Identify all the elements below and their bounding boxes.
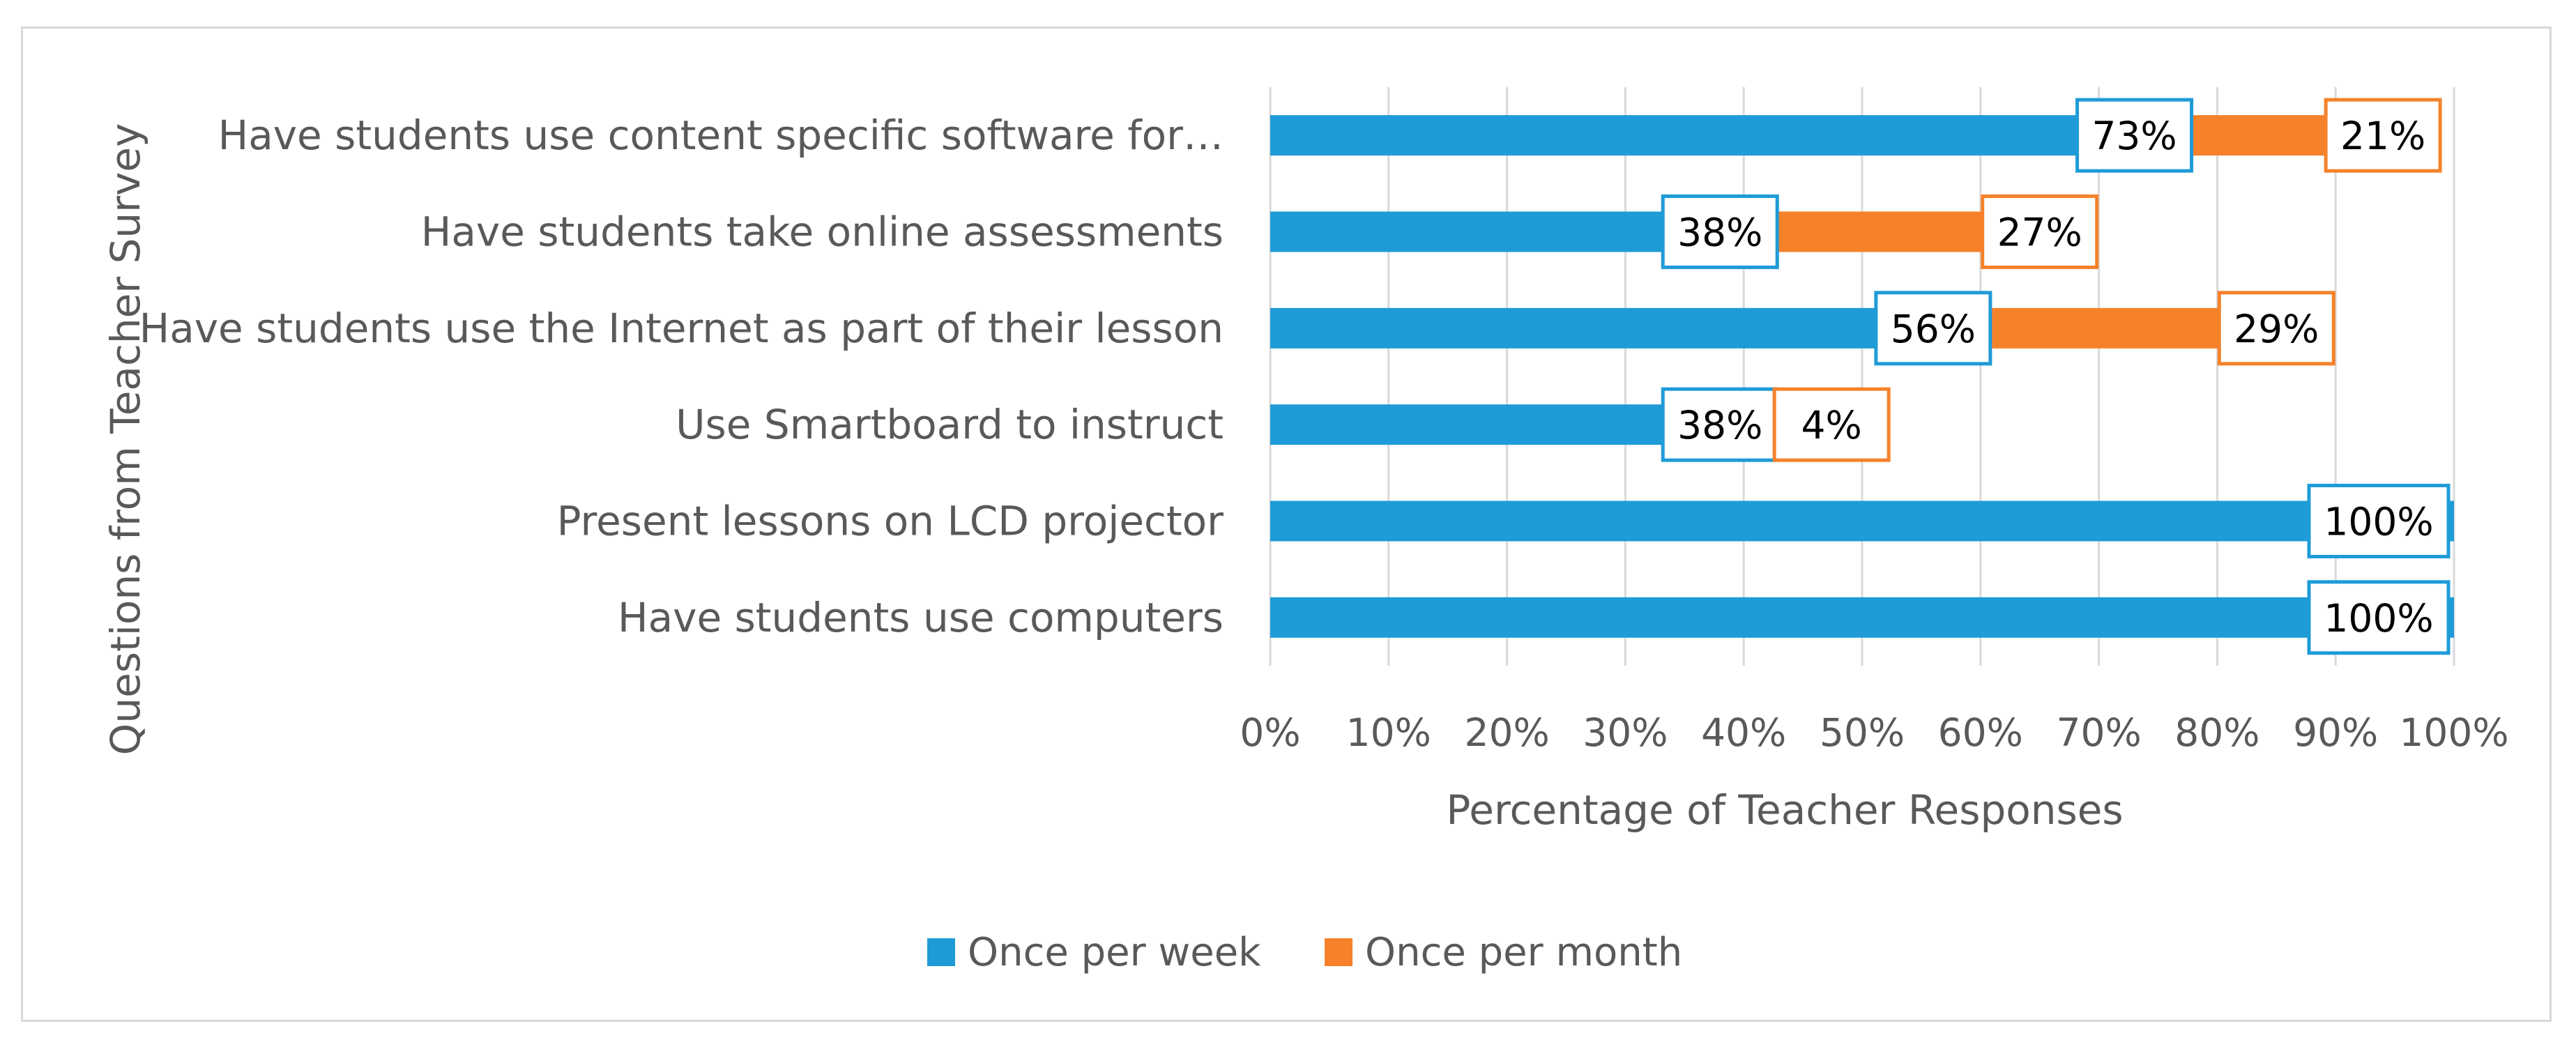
- data-label-text: 29%: [2234, 307, 2319, 351]
- x-tick-label: 10%: [1346, 710, 1431, 755]
- data-label-once-per-month-3: 4%: [1772, 387, 1891, 462]
- legend: Once per week Once per month: [927, 930, 1682, 975]
- data-label-text: 38%: [1677, 403, 1762, 448]
- data-labels: 73% 21% 38% 27% 56% 29% 38% 4% 100% 100%: [1661, 98, 2451, 655]
- data-label-box: [1874, 291, 1992, 366]
- data-label-box: [2217, 291, 2335, 366]
- x-axis-title: Percentage of Teacher Responses: [1446, 786, 2123, 834]
- legend-label-once-per-month: Once per month: [1365, 930, 1682, 975]
- data-label-once-per-week-2: 56%: [1874, 291, 1992, 366]
- legend-label-once-per-week: Once per week: [968, 930, 1261, 975]
- x-tick-label: 60%: [1938, 710, 2023, 755]
- bar-once-per-week-2: [1270, 307, 1933, 349]
- data-label-text: 27%: [1997, 211, 2082, 255]
- legend-swatch-once-per-month: [1325, 938, 1352, 966]
- category-label: Present lessons on LCD projector: [557, 498, 1224, 545]
- data-label-once-per-week-1: 38%: [1661, 194, 1779, 269]
- data-label-text: 73%: [2091, 114, 2177, 158]
- data-label-once-per-week-4: 100%: [2307, 484, 2451, 558]
- data-label-text: 4%: [1801, 403, 1862, 448]
- x-tick-label: 100%: [2399, 710, 2508, 755]
- x-tick-labels: 0% 10% 20% 30% 40% 50% 60% 70% 80% 90% 100%: [1240, 710, 2508, 755]
- data-label-box: [2307, 484, 2451, 558]
- x-tick-label: 80%: [2174, 710, 2259, 755]
- data-label-once-per-month-0: 21%: [2324, 98, 2442, 173]
- data-label-once-per-week-5: 100%: [2307, 580, 2451, 655]
- data-label-box: [2075, 98, 2194, 173]
- x-tick-label: 40%: [1701, 710, 1786, 755]
- data-label-box: [1772, 387, 1891, 462]
- data-label-text: 38%: [1677, 211, 1762, 255]
- category-label: Use Smartboard to instruct: [676, 401, 1224, 448]
- x-tick-label: 70%: [2056, 710, 2141, 755]
- data-label-text: 100%: [2324, 596, 2433, 641]
- data-label-box: [2307, 580, 2451, 655]
- data-label-box: [1981, 194, 2099, 269]
- data-label-box: [1661, 194, 1779, 269]
- data-label-once-per-month-1: 27%: [1981, 194, 2099, 269]
- data-label-once-per-month-2: 29%: [2217, 291, 2335, 366]
- data-label-once-per-week-0: 73%: [2075, 98, 2194, 173]
- bar-once-per-week-4: [1270, 500, 2454, 542]
- x-tick-label: 30%: [1583, 710, 1668, 755]
- x-tick-label: 20%: [1464, 710, 1549, 755]
- data-label-text: 21%: [2340, 114, 2425, 158]
- category-label: Have students use the Internet as part o…: [139, 305, 1224, 352]
- legend-swatch-once-per-week: [927, 938, 955, 966]
- y-axis-title: Questions from Teacher Survey: [102, 123, 149, 756]
- category-labels: Have students use content specific softw…: [139, 112, 1224, 641]
- bar-once-per-week-1: [1270, 211, 1721, 252]
- gridlines: [1269, 87, 2455, 666]
- data-label-once-per-week-3: 38%: [1661, 387, 1779, 462]
- data-label-box: [2324, 98, 2442, 173]
- category-label: Have students use computers: [618, 594, 1224, 641]
- data-label-text: 100%: [2324, 500, 2433, 544]
- x-tick-label: 50%: [1820, 710, 1905, 755]
- x-tick-label: 0%: [1240, 710, 1300, 755]
- data-label-text: 56%: [1891, 307, 1976, 351]
- x-tick-label: 90%: [2293, 710, 2378, 755]
- bar-once-per-week-0: [1270, 115, 2135, 156]
- category-label: Have students use content specific softw…: [218, 112, 1224, 159]
- bar-once-per-week-5: [1270, 597, 2454, 638]
- bar-once-per-week-3: [1270, 404, 1721, 445]
- category-label: Have students take online assessments: [421, 208, 1224, 256]
- data-label-box: [1661, 387, 1779, 462]
